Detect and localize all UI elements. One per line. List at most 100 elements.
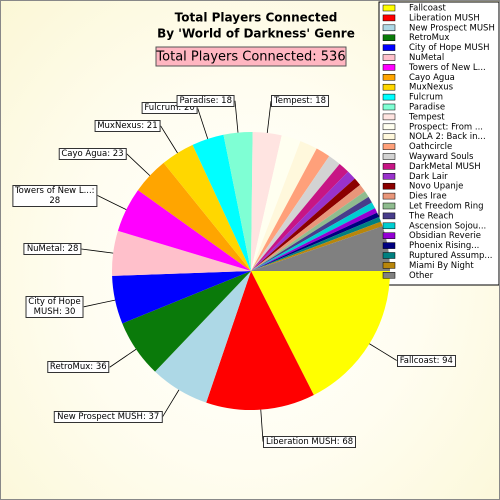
legend-label: DarkMetal MUSH [409,162,481,172]
legend-swatch [382,222,396,230]
legend-swatch [382,262,396,269]
pie-slice [251,163,349,271]
leader-line [83,299,116,308]
pie-slice [251,202,375,271]
pie-slice [223,132,253,271]
legend-label: Paradise [409,103,445,113]
legend-swatch [382,272,396,279]
legend-swatch [382,163,396,170]
chart-title: Total Players Connected [175,11,338,25]
legend-swatch [382,153,396,160]
pie-slice [251,148,330,271]
legend-swatch [382,133,396,140]
legend-label: Tempest [408,112,445,122]
pie-slice [206,271,314,411]
pie-slice [251,178,361,271]
legend-label: MuxNexus [409,83,454,93]
pie-slice [137,162,251,271]
data-label: Fallcoast: 94 [396,354,456,367]
legend-label: Dies Irae [409,192,447,202]
legend-label: Oathcircle [409,142,452,152]
legend-swatch [382,182,396,190]
leader-line [234,100,239,133]
leader-line [126,153,151,176]
legend-label: Ascension Sojou... [409,221,486,231]
legend-swatch [382,24,396,32]
leader-line [109,348,137,368]
legend-label: Phoenix Rising... [409,241,479,251]
pie-slice [122,271,251,372]
legend-swatch [382,113,396,121]
pie-slice [251,156,340,271]
legend-label: NuMetal [409,53,444,63]
legend-label: Dark Lair [409,172,448,182]
leader-line [197,108,209,140]
pie-slice [251,141,317,271]
legend-swatch [382,64,396,71]
legend-label: Wayward Souls [409,152,474,162]
legend-swatch [382,74,396,81]
leader-line [81,248,114,254]
legend-label: Miami By Night [409,261,474,271]
legend-swatch [382,143,396,150]
legend-label: Novo Upanje [409,182,463,192]
chart-subtitle: By 'World of Darkness' Genre [157,27,355,41]
total-box [155,46,347,67]
pie-slice [251,271,390,395]
legend-label: RetroMux [409,33,449,43]
leader-line [260,409,264,442]
pie-slice [251,208,378,271]
pie-slice [117,190,251,271]
legend-swatch [382,192,396,200]
total-label: Total Players Connected: 536 [155,50,345,65]
legend-swatch [382,34,396,41]
pie-slice [251,226,390,271]
pie-slice [112,230,251,276]
pie-slice [251,196,372,271]
legend-label: City of Hope MUSH [409,43,490,53]
leader-line [266,101,272,134]
data-label: Liberation MUSH: 68 [263,435,357,448]
legend-swatch [382,54,396,61]
legend-label: New Prospect MUSH [409,23,495,33]
legend-label: Towers of New L... [408,63,486,73]
legend-label: Cayo Agua [409,73,455,83]
pie-slice [155,271,251,403]
pie-slice [251,217,381,271]
legend-label: Fulcrum [409,93,443,103]
legend-swatch [382,242,396,249]
legend-label: Ruptured Assump... [409,251,493,261]
legend-swatch [382,173,396,180]
legend-swatch [382,202,396,210]
data-label: Cayo Agua: 23 [58,147,127,160]
legend-label: Other [409,271,434,281]
data-label: City of Hope MUSH: 30 [25,295,84,318]
data-label: Paradise: 18 [176,94,235,107]
legend-label: Fallcoast [409,4,447,14]
legend-swatch [382,252,396,259]
legend-label: NOLA 2: Back in... [409,132,486,142]
legend-swatch [382,93,396,101]
pie-slice [163,144,251,271]
data-label: RetroMux: 36 [46,361,110,374]
legend-box [378,1,499,286]
data-label: MuxNexus: 21 [94,119,161,132]
legend-swatch [382,123,396,131]
legend-swatch [382,4,396,12]
legend-label: Prospect: From ... [409,122,483,132]
pie-slice [251,191,369,271]
data-label: NuMetal: 28 [23,243,82,255]
data-label: Tempest: 18 [270,95,330,108]
legend-label: Obsidian Reverie [409,231,481,241]
leader-line [97,195,127,211]
pie-slice [192,134,251,271]
leader-line [161,389,180,418]
pie-slice [112,271,252,324]
pie-slice [251,221,383,271]
pie-slice [251,184,365,271]
pie-slice [251,132,282,271]
pie-slice [251,171,355,271]
legend-label: Liberation MUSH [409,13,480,23]
